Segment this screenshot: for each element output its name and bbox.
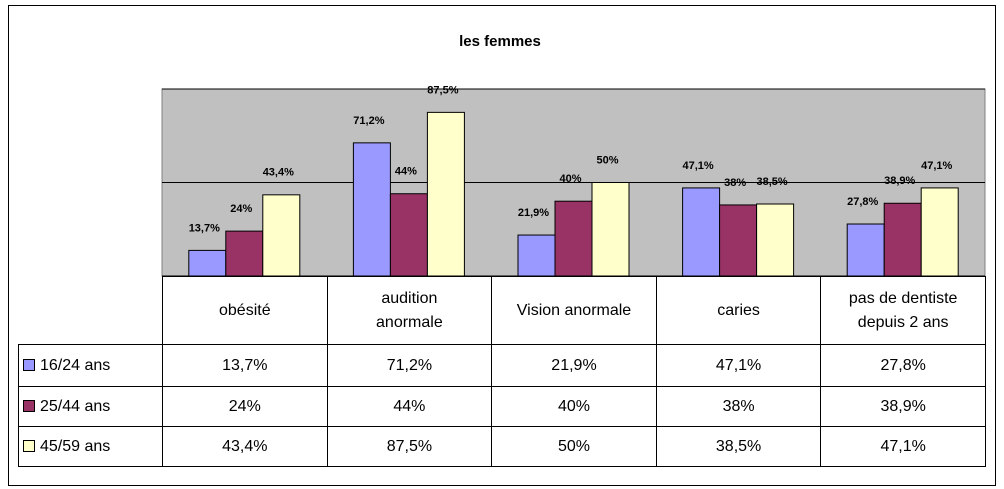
bar — [188, 249, 227, 277]
data-label: 44% — [395, 166, 417, 178]
category-label: obésité — [219, 301, 271, 319]
bar — [591, 182, 630, 277]
data-label: 38% — [724, 177, 746, 189]
category-cell: Vision anormale — [491, 276, 657, 345]
bar — [225, 230, 264, 277]
table-value: 47,1% — [820, 426, 986, 467]
data-label: 21,9% — [518, 207, 549, 219]
data-label: 47,1% — [682, 160, 713, 172]
category-label: audition anormale — [376, 289, 443, 331]
bar — [262, 194, 301, 277]
data-label: 13,7% — [189, 222, 220, 234]
bar — [554, 200, 593, 277]
bar — [352, 142, 391, 277]
data-table: obésité audition anormale Vision anormale c… — [18, 276, 986, 467]
data-label: 47,1% — [921, 160, 952, 172]
data-label: 24% — [230, 203, 252, 215]
category-label: caries — [717, 301, 760, 319]
category-label: Vision anormale — [516, 301, 632, 319]
table-value: 47,1% — [655, 344, 822, 387]
table-value: 44% — [326, 386, 493, 427]
table-value: 27,8% — [820, 344, 986, 387]
bar — [719, 204, 758, 277]
legend-label: 16/24 ans — [40, 356, 111, 374]
category-cell: audition anormale — [326, 276, 493, 345]
legend-cell: 45/59 ans — [18, 426, 163, 467]
table-value: 43,4% — [162, 426, 328, 467]
legend-label: 25/44 ans — [40, 397, 111, 415]
table-value: 50% — [491, 426, 657, 467]
data-label: 50% — [596, 154, 618, 166]
bar — [517, 234, 556, 277]
legend-cell: 16/24 ans — [18, 344, 163, 387]
table-value: 87,5% — [326, 426, 493, 467]
bar — [426, 111, 465, 277]
data-label: 38,5% — [756, 176, 787, 188]
data-label: 87,5% — [427, 84, 458, 96]
table-value: 24% — [162, 386, 328, 427]
legend-key — [23, 358, 35, 371]
category-cell: pas de dentiste depuis 2 ans — [820, 276, 986, 345]
category-cell: caries — [655, 276, 822, 345]
data-label: 43,4% — [263, 167, 294, 179]
legend-key — [23, 439, 35, 452]
bar — [756, 203, 795, 277]
table-row: 45/59 ans 43,4% 87,5% 50% 38,5% 47,1% — [18, 426, 986, 467]
chart-title: les femmes — [459, 33, 541, 50]
category-cell: obésité — [162, 276, 328, 345]
bar — [920, 187, 959, 277]
legend-cell: 25/44 ans — [18, 386, 163, 427]
bar — [682, 187, 721, 277]
table-value: 38% — [655, 386, 822, 427]
table-header-row: obésité audition anormale Vision anormale c… — [18, 276, 986, 345]
data-label: 71,2% — [353, 115, 384, 127]
table-corner — [18, 276, 163, 345]
data-label: 38,9% — [884, 175, 915, 187]
data-label: 27,8% — [847, 196, 878, 208]
table-value: 38,5% — [655, 426, 822, 467]
bar — [389, 193, 428, 277]
table-value: 13,7% — [162, 344, 328, 387]
bar — [846, 223, 885, 277]
legend-label: 45/59 ans — [40, 437, 111, 455]
legend-key — [23, 399, 35, 412]
table-value: 71,2% — [326, 344, 493, 387]
table-value: 21,9% — [491, 344, 657, 387]
table-row: 16/24 ans 13,7% 71,2% 21,9% 47,1% 27,8% — [18, 344, 986, 387]
table-row: 25/44 ans 24% 44% 40% 38% 38,9% — [18, 386, 986, 427]
data-label: 40% — [559, 173, 581, 185]
table-value: 40% — [491, 386, 657, 427]
table-value: 38,9% — [820, 386, 986, 427]
category-label: pas de dentiste depuis 2 ans — [848, 289, 958, 331]
bar — [883, 202, 922, 277]
